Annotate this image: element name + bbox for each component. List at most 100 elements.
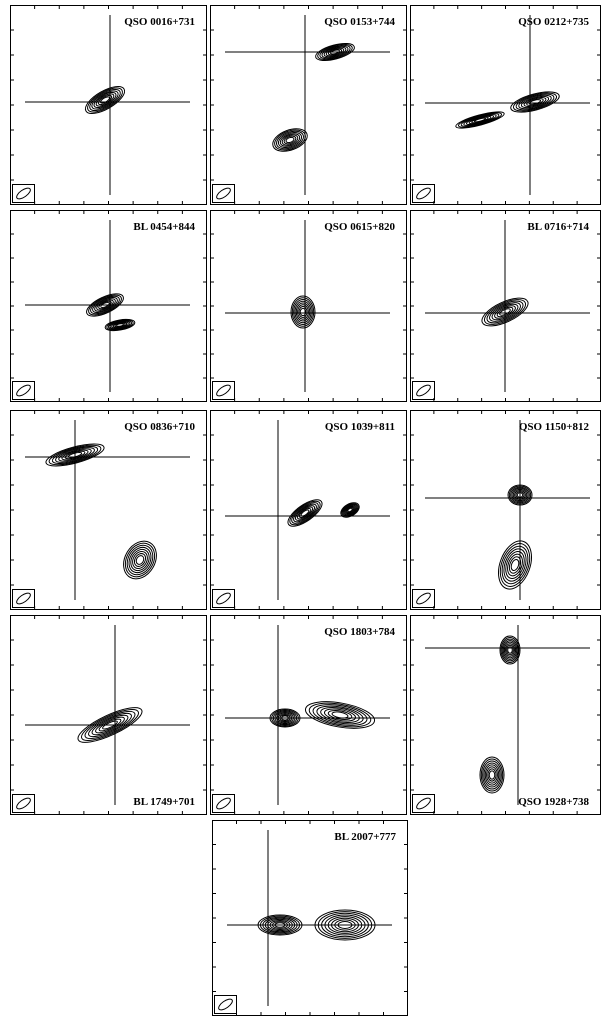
source-label: QSO 1803+784 — [324, 626, 395, 638]
contour — [123, 540, 157, 580]
beam-box — [212, 794, 235, 813]
contour — [88, 294, 122, 316]
contour — [486, 766, 498, 784]
contour — [505, 643, 515, 657]
map-panel: QSO 0016+731 — [10, 5, 207, 205]
contour — [91, 90, 119, 110]
contour — [507, 553, 523, 577]
contour — [488, 770, 496, 780]
contour — [510, 558, 520, 572]
contour — [499, 635, 521, 665]
contour — [299, 307, 307, 317]
contour — [132, 551, 148, 569]
beam — [416, 797, 431, 810]
beam — [216, 592, 231, 605]
source-label: QSO 0836+710 — [124, 421, 195, 433]
contour — [489, 302, 521, 322]
contour — [126, 544, 154, 576]
contour — [285, 136, 295, 144]
source-label: QSO 0212+735 — [518, 16, 589, 28]
panel-frame — [410, 410, 601, 610]
contour — [272, 921, 288, 929]
panel-frame — [410, 5, 601, 205]
contour — [107, 320, 133, 330]
beam-box — [412, 589, 435, 608]
contour — [271, 709, 299, 727]
contour — [58, 448, 92, 462]
contour — [272, 710, 298, 726]
contour — [507, 646, 513, 654]
beam — [16, 384, 31, 397]
contour — [55, 447, 95, 463]
beam-box — [212, 589, 235, 608]
contour — [291, 297, 315, 327]
contour — [347, 507, 353, 513]
beam — [416, 187, 431, 200]
contour — [81, 709, 139, 741]
contour — [289, 500, 321, 526]
contour — [87, 87, 123, 113]
contour — [468, 115, 492, 125]
contour — [471, 116, 489, 124]
panel-frame — [10, 410, 207, 610]
contour — [104, 318, 136, 332]
contour — [106, 319, 134, 331]
contour — [501, 545, 529, 585]
contour — [281, 134, 299, 146]
beam-box — [412, 794, 435, 813]
contour — [510, 91, 560, 113]
contour — [296, 506, 314, 520]
contour — [345, 506, 355, 514]
map-panel: BL 0454+844 — [10, 210, 207, 402]
contour — [264, 917, 296, 933]
contour — [520, 95, 550, 109]
contour — [320, 707, 360, 723]
contour — [460, 113, 500, 127]
contour — [327, 916, 363, 934]
contour — [98, 300, 112, 310]
source-label: BL 0716+714 — [527, 221, 589, 233]
map-panel: QSO 1803+784 — [210, 615, 407, 815]
contour — [512, 92, 558, 112]
beam — [416, 592, 431, 605]
contour — [342, 503, 358, 517]
contour — [481, 297, 529, 327]
contour — [98, 718, 122, 732]
beam — [416, 384, 431, 397]
beam-box — [12, 184, 35, 203]
contour — [99, 96, 111, 104]
contour — [279, 714, 291, 722]
panel-frame — [210, 5, 407, 205]
source-label: QSO 1039+811 — [325, 421, 395, 433]
contour — [316, 705, 364, 725]
contour — [133, 553, 147, 567]
map-panel: QSO 1039+811 — [210, 410, 407, 610]
source-label: BL 2007+777 — [334, 831, 396, 843]
contour — [507, 484, 533, 506]
source-label: QSO 1928+738 — [518, 796, 589, 808]
contour — [321, 912, 369, 938]
map-panel: QSO 0836+710 — [10, 410, 207, 610]
contour — [96, 299, 114, 311]
contour — [494, 305, 516, 319]
contour — [323, 46, 347, 58]
contour — [324, 914, 366, 936]
contour — [294, 505, 316, 521]
contour — [344, 505, 356, 515]
contour — [343, 504, 357, 516]
contour — [304, 701, 376, 729]
contour — [64, 450, 86, 460]
contour — [295, 302, 311, 322]
contour — [479, 756, 505, 794]
contour — [312, 704, 368, 726]
contour — [510, 486, 530, 504]
contour — [276, 712, 294, 724]
contour — [331, 711, 349, 719]
beam-box — [212, 184, 235, 203]
contour — [77, 707, 143, 743]
map-panel: QSO 0212+735 — [410, 5, 601, 205]
contour — [327, 48, 343, 56]
beam — [16, 592, 31, 605]
contour — [340, 502, 360, 518]
